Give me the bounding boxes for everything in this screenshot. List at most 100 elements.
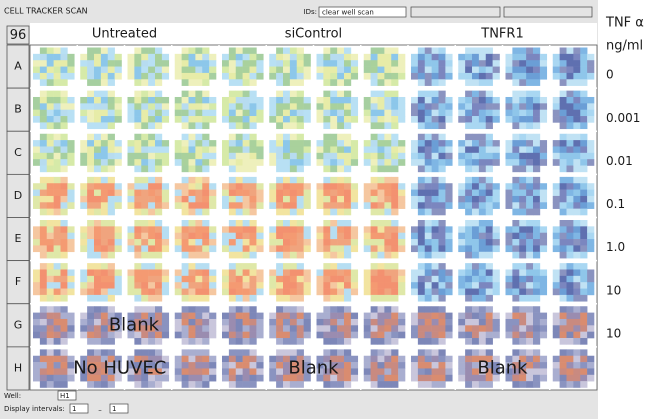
well-pixel: [108, 269, 115, 276]
well-pixel: [148, 202, 155, 209]
well-pixel: [371, 368, 378, 375]
well-pixel: [189, 332, 196, 339]
well-pixel: [472, 226, 479, 233]
well-pixel: [330, 60, 337, 67]
well-pixel: [411, 368, 418, 375]
well-pixel: [80, 140, 87, 147]
well-pixel: [573, 313, 580, 320]
well-pixel: [128, 282, 135, 289]
well-pixel: [47, 91, 54, 98]
well-pixel: [384, 220, 391, 227]
well-pixel: [175, 282, 182, 289]
well-pixel: [351, 282, 358, 289]
well-pixel: [290, 289, 297, 296]
well-pixel: [290, 166, 297, 173]
well-pixel: [54, 97, 61, 104]
well-pixel: [384, 73, 391, 80]
well-pixel: [115, 146, 122, 153]
empty-field[interactable]: [411, 7, 500, 17]
well-pixel: [323, 183, 330, 190]
well-pixel: [87, 233, 94, 240]
well-pixel: [276, 116, 283, 123]
well-pixel: [250, 103, 257, 110]
well-pixel: [250, 282, 257, 289]
well-pixel: [304, 319, 311, 326]
well-pixel: [61, 97, 68, 104]
well-pixel: [512, 202, 519, 209]
well-pixel: [330, 289, 337, 296]
well-pixel: [439, 263, 446, 270]
well-pixel: [479, 263, 486, 270]
well-pixel: [236, 116, 243, 123]
well-pixel: [290, 153, 297, 160]
well-pixel: [506, 110, 513, 117]
well-pixel: [101, 233, 108, 240]
well-pixel: [243, 356, 250, 363]
well-pixel: [87, 183, 94, 190]
well-pixel: [54, 375, 61, 382]
well-pixel: [371, 269, 378, 276]
well-pixel: [94, 73, 101, 80]
well-pixel: [519, 233, 526, 240]
well-pixel: [297, 349, 304, 356]
well-pixel: [323, 146, 330, 153]
well-pixel: [54, 177, 61, 184]
well-pixel: [587, 226, 594, 233]
well-pixel: [567, 196, 574, 203]
well-pixel: [80, 116, 87, 123]
well-pixel: [553, 54, 560, 61]
well-value: H1: [60, 392, 70, 400]
well-pixel: [512, 381, 519, 388]
well-pixel: [337, 209, 344, 216]
well-pixel: [587, 325, 594, 332]
well-pixel: [189, 325, 196, 332]
well-pixel: [250, 381, 257, 388]
well-pixel: [344, 103, 351, 110]
well-pixel: [411, 362, 418, 369]
well-pixel: [189, 349, 196, 356]
well-pixel: [47, 166, 54, 173]
empty-field[interactable]: [504, 7, 592, 17]
well-pixel: [101, 177, 108, 184]
well-pixel: [148, 159, 155, 166]
well-pixel: [182, 159, 189, 166]
well-pixel: [458, 183, 465, 190]
well-pixel: [175, 239, 182, 246]
well-pixel: [398, 196, 405, 203]
well-pixel: [337, 252, 344, 259]
well-pixel: [40, 159, 47, 166]
well-pixel: [486, 54, 493, 61]
well-pixel: [580, 134, 587, 141]
well-pixel: [236, 134, 243, 141]
well-pixel: [378, 252, 385, 259]
interval-from: 1: [72, 405, 76, 413]
well-pixel: [364, 282, 371, 289]
well-pixel: [580, 190, 587, 197]
well-pixel: [378, 209, 385, 216]
well-pixel: [364, 332, 371, 339]
well-pixel: [236, 245, 243, 252]
well-pixel: [553, 159, 560, 166]
well-pixel: [418, 140, 425, 147]
well-pixel: [222, 60, 229, 67]
well-pixel: [236, 97, 243, 104]
well-pixel: [115, 73, 122, 80]
well-pixel: [80, 289, 87, 296]
well-pixel: [560, 190, 567, 197]
well-pixel: [425, 325, 432, 332]
well-pixel: [229, 103, 236, 110]
well-pixel: [317, 54, 324, 61]
well-pixel: [364, 226, 371, 233]
well-pixel: [297, 183, 304, 190]
well-pixel: [587, 239, 594, 246]
well-pixel: [398, 289, 405, 296]
well-pixel: [479, 313, 486, 320]
well-pixel: [175, 233, 182, 240]
well-pixel: [519, 276, 526, 283]
well-pixel: [391, 122, 398, 129]
concentration-value: 0.01: [606, 154, 633, 168]
well-pixel: [439, 269, 446, 276]
well-pixel: [378, 282, 385, 289]
well-pixel: [371, 196, 378, 203]
well-pixel: [418, 349, 425, 356]
